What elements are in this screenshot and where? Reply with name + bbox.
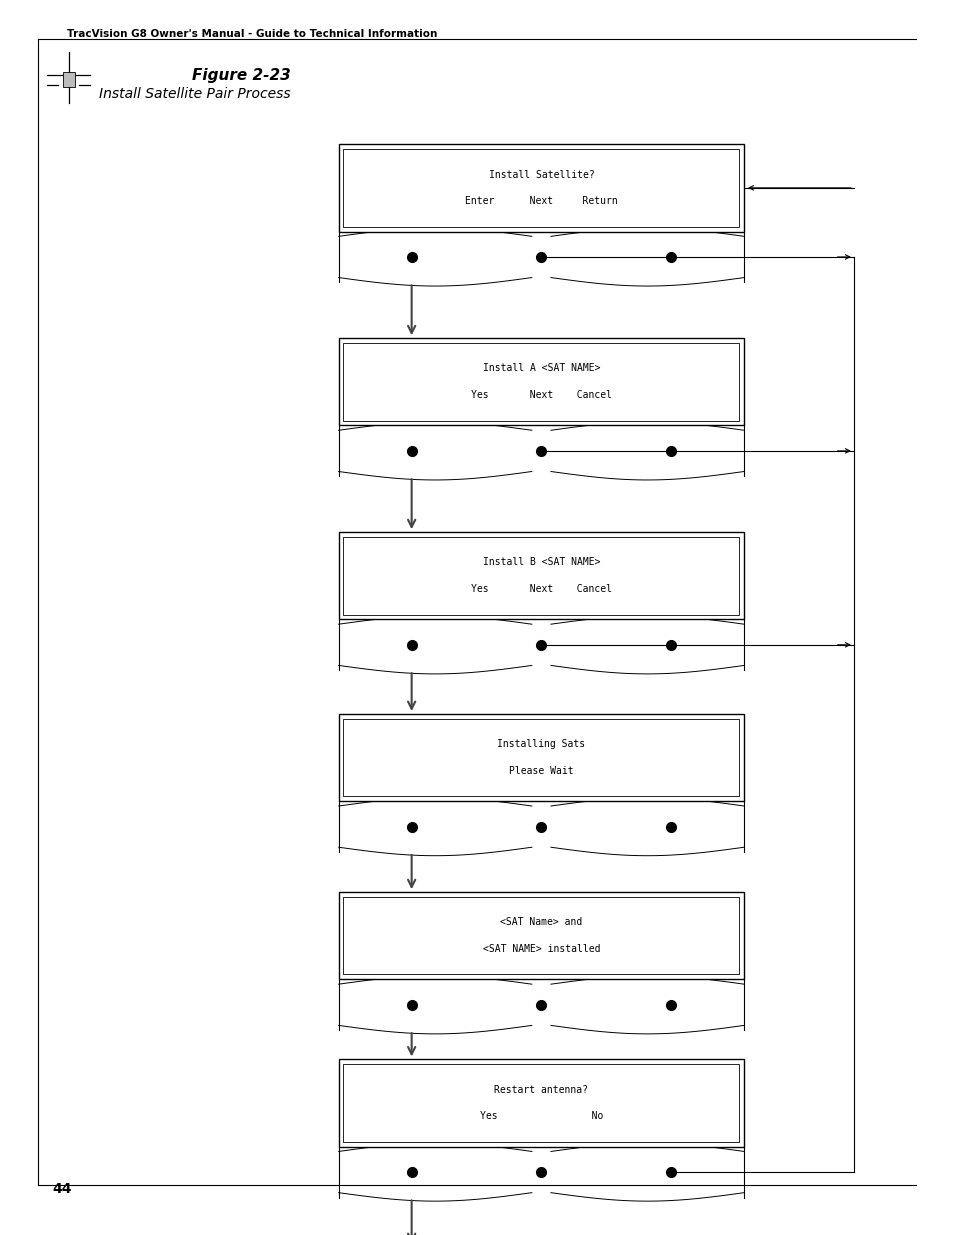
Text: TracVision G8 Owner's Manual - Guide to Technical Information: TracVision G8 Owner's Manual - Guide to … — [67, 30, 436, 40]
Bar — [338, 532, 743, 620]
Bar — [338, 714, 743, 802]
Text: <SAT Name> and: <SAT Name> and — [499, 918, 582, 927]
Text: Enter      Next     Return: Enter Next Return — [464, 196, 618, 206]
Bar — [338, 1060, 743, 1146]
Text: 44: 44 — [52, 1182, 71, 1197]
Bar — [343, 537, 739, 615]
Text: Install Satellite Pair Process: Install Satellite Pair Process — [99, 88, 291, 101]
Bar — [343, 149, 739, 227]
Text: Yes       Next    Cancel: Yes Next Cancel — [471, 390, 611, 400]
Text: Install B <SAT NAME>: Install B <SAT NAME> — [482, 557, 599, 567]
Bar — [338, 892, 743, 979]
Text: Yes                No: Yes No — [479, 1112, 602, 1121]
Text: Please Wait: Please Wait — [509, 766, 573, 776]
Text: Restart antenna?: Restart antenna? — [494, 1084, 588, 1094]
Text: Figure 2-23: Figure 2-23 — [192, 68, 291, 83]
Bar — [343, 897, 739, 974]
Text: Yes       Next    Cancel: Yes Next Cancel — [471, 584, 611, 594]
Text: Installing Sats: Installing Sats — [497, 740, 585, 750]
Text: Install A <SAT NAME>: Install A <SAT NAME> — [482, 363, 599, 373]
Bar — [63, 72, 74, 88]
Bar — [343, 343, 739, 421]
Bar — [343, 719, 739, 797]
Bar — [343, 1065, 739, 1141]
Text: Install Satellite?: Install Satellite? — [488, 169, 594, 179]
Text: <SAT NAME> installed: <SAT NAME> installed — [482, 944, 599, 953]
Bar — [338, 144, 743, 231]
Bar — [338, 338, 743, 425]
